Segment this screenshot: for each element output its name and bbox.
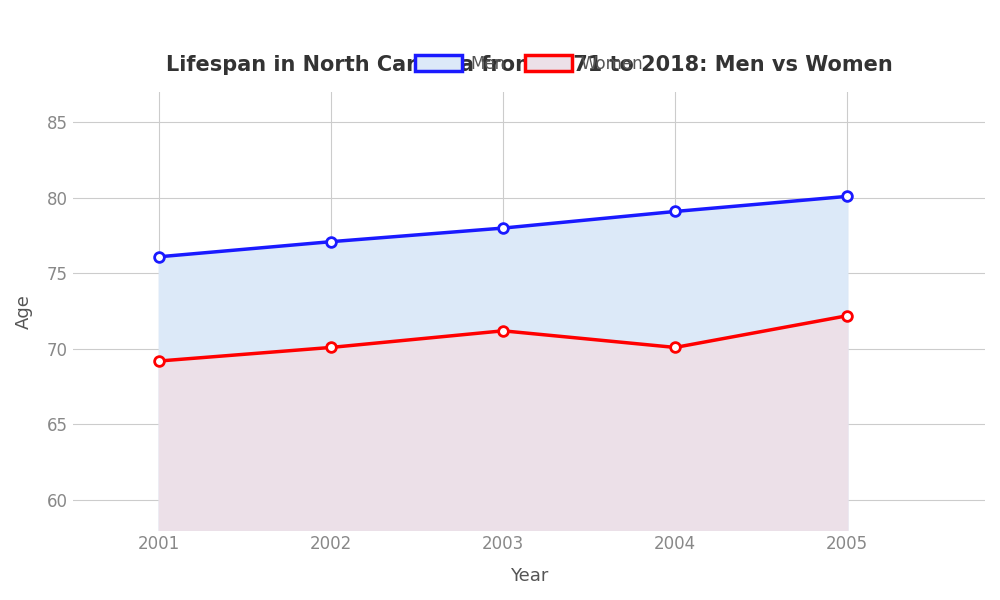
X-axis label: Year: Year: [510, 567, 548, 585]
Legend: Men, Women: Men, Women: [408, 48, 649, 79]
Y-axis label: Age: Age: [15, 294, 33, 329]
Title: Lifespan in North Carolina from 1971 to 2018: Men vs Women: Lifespan in North Carolina from 1971 to …: [166, 55, 892, 75]
